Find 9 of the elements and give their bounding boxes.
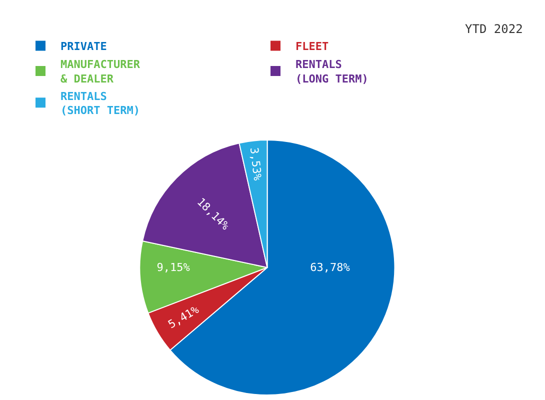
- data-label: 3,53%: [247, 146, 264, 182]
- legend-label: RENTALS (SHORT TERM): [60, 90, 140, 118]
- data-label: 63,78%: [310, 261, 350, 274]
- legend-label: FLEET: [296, 40, 329, 54]
- legend-label: PRIVATE: [60, 40, 107, 54]
- legend-label: RENTALS (LONG TERM): [296, 58, 368, 86]
- text: YTD 2022: [465, 22, 523, 36]
- data-label: 9,15%: [156, 261, 190, 274]
- legend-label: MANUFACTURER & DEALER: [60, 58, 140, 86]
